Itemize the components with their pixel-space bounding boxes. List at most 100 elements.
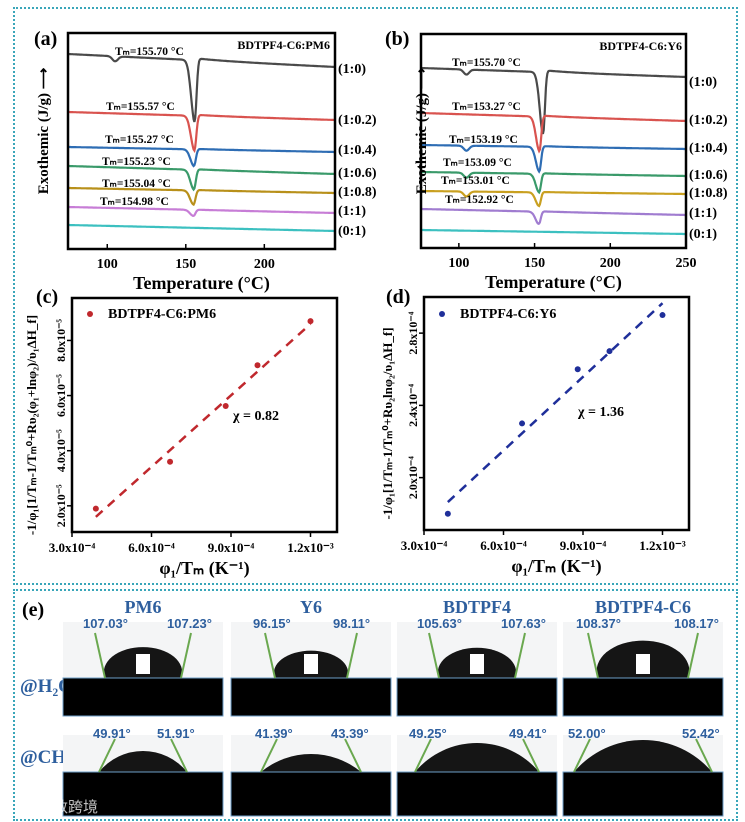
watermark: 大数跨境 (38, 798, 98, 816)
contact-angle-left: 96.15° (253, 616, 291, 631)
contact-angle-right: 108.17° (674, 616, 719, 631)
y-tick-label: 2.0x10⁻⁵ (54, 484, 68, 527)
x-tick-label: 9.0x10⁻⁴ (560, 538, 607, 553)
contact-angle-left: 52.00° (568, 726, 606, 741)
substrate (396, 677, 558, 717)
ratio-label: (1:0.2) (689, 113, 728, 128)
tangent-line (344, 738, 362, 773)
substrate (396, 771, 558, 817)
legend-marker (87, 311, 93, 317)
chi-annotation: χ = 1.36 (577, 405, 624, 420)
panel-letter: (d) (386, 286, 410, 308)
sample-label: BDTPF4-C6:PM6 (237, 38, 330, 52)
contact-angle-left: 105.63° (417, 616, 462, 631)
contact-angle-right: 107.23° (167, 616, 212, 631)
x-tick-label: 150 (175, 257, 196, 272)
legend-marker (439, 311, 445, 317)
data-point (254, 362, 261, 369)
substrate (62, 677, 224, 717)
fit-line (447, 302, 664, 503)
sample-label: BDTPF4-C6:Y6 (599, 39, 682, 53)
y-tick-label: 8.0x10⁻⁵ (54, 319, 68, 362)
ratio-label: (0:1) (689, 227, 717, 242)
droplet-highlight (636, 654, 650, 674)
droplet-highlight (304, 654, 318, 674)
ratio-label: (1:1) (338, 204, 366, 219)
plot-frame (422, 295, 691, 532)
contact-angle-left: 108.37° (576, 616, 621, 631)
ch2i2-droplet (415, 743, 539, 772)
dsc-curve (68, 52, 336, 123)
contact-angle-right: 43.39° (331, 726, 369, 741)
ratio-label: (1:0.4) (689, 141, 728, 156)
tm-label: Tₘ=152.92 °C (445, 194, 514, 206)
legend-label: BDTPF4-C6:Y6 (460, 307, 556, 322)
x-tick-label: 3.0x10⁻⁴ (49, 540, 96, 555)
contact-angle-right: 49.41° (509, 726, 547, 741)
ratio-label: (1:0.4) (338, 143, 377, 158)
fit-line (95, 323, 312, 518)
data-point (444, 510, 451, 517)
x-axis-label: φ₁/Tₘ (K⁻¹) (511, 556, 601, 577)
y-tick-label: 4.0x10⁻⁵ (54, 429, 68, 472)
ratio-label: (1:1) (689, 206, 717, 221)
y-axis-label: Exothemic (J/g) ⟶ (36, 67, 52, 194)
sample-column-y6: Y6 96.15° 98.11° 41.39° 43.39° (230, 597, 392, 817)
ch2i2-droplet (574, 739, 712, 772)
tm-label: Tₘ=155.57 °C (106, 101, 175, 113)
y-axis-label: Exothemic (J/g) ⟶ (414, 67, 430, 194)
dsc-curve (421, 111, 686, 154)
tangent-line (695, 738, 713, 773)
y-axis-label: -1/φ₁[1/Tₘ-1/Tₘ⁰+Rυ₂(φ₁+lnφ₂)/υ₁ΔH_f] (24, 315, 39, 535)
y-tick-label: 2.4x10⁻⁴ (406, 384, 420, 427)
data-point (519, 420, 526, 427)
dsc-curve (421, 143, 686, 174)
tm-label: Tₘ=153.19 °C (449, 134, 518, 146)
dsc-curve (68, 164, 335, 192)
contact-angle-right: 52.42° (682, 726, 720, 741)
ratio-label: (1:0) (689, 75, 717, 90)
data-point (222, 403, 229, 410)
tm-label: Tₘ=153.09 °C (443, 157, 512, 169)
tm-label: Tₘ=153.01 °C (441, 175, 510, 187)
data-point (659, 312, 666, 319)
ratio-label: (1:0.2) (338, 113, 377, 128)
sample-title: Y6 (300, 597, 322, 617)
x-tick-label: 6.0x10⁻⁴ (480, 538, 527, 553)
panel-letter: (b) (385, 28, 409, 50)
tangent-line (98, 738, 116, 773)
tangent-line (414, 738, 432, 773)
dsc-plot-b: (1:0) Tₘ=155.70 °C (1:0.2) Tₘ=153.27 °C (1:0… (385, 28, 728, 293)
panel-letter: (e) (22, 599, 44, 621)
y-axis-label: -1/φ₁[1/Tₘ-1/Tₘ⁰+Rυ₂lnφ₂/υ₁ΔH_f] (380, 327, 395, 519)
x-tick-label: 1.2x10⁻³ (639, 538, 686, 553)
tangent-line (346, 632, 358, 679)
ratio-label: (1:0.8) (338, 185, 377, 200)
x-axis-label: Temperature (°C) (485, 272, 622, 293)
chi-annotation: χ = 0.82 (232, 409, 279, 424)
tangent-line (94, 632, 106, 679)
sample-title: BDTPF4 (443, 597, 511, 617)
x-tick-label: 6.0x10⁻⁴ (128, 540, 175, 555)
y-tick-label: 2.8x10⁻⁴ (406, 311, 420, 354)
ratio-label: (0:1) (338, 224, 366, 239)
x-tick-label: 1.2x10⁻³ (287, 540, 334, 555)
top-panels-frame (13, 7, 738, 585)
tangent-line (522, 738, 540, 773)
x-tick-label: 200 (254, 257, 275, 272)
x-tick-label: 9.0x10⁻⁴ (208, 540, 255, 555)
tm-label: Tₘ=155.23 °C (102, 156, 171, 168)
x-tick-label: 150 (524, 256, 545, 271)
tm-label: Tₘ=155.70 °C (452, 57, 521, 69)
x-tick-label: 250 (676, 256, 697, 271)
dsc-curve (421, 189, 686, 208)
x-tick-label: 100 (97, 257, 118, 272)
tangent-line (687, 632, 699, 679)
tangent-line (573, 738, 591, 773)
contact-angle-right: 51.91° (157, 726, 195, 741)
tm-label: Tₘ=153.27 °C (452, 101, 521, 113)
